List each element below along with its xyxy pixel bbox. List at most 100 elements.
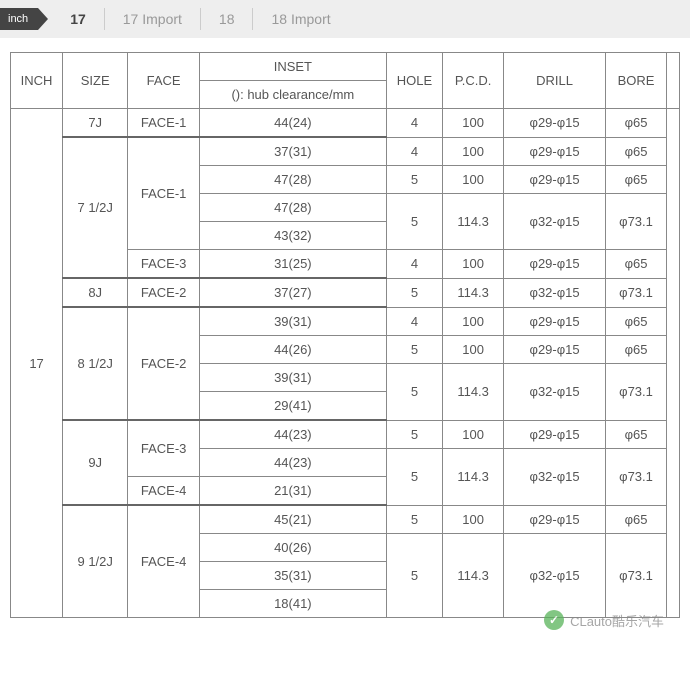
- cell-inset: 37(27): [199, 278, 386, 307]
- cell-hole: 5: [386, 505, 442, 534]
- cell-hole: 5: [386, 336, 442, 364]
- cell-hole: 4: [386, 137, 442, 166]
- cell-size: 9 1/2J: [63, 505, 128, 618]
- cell-bore: φ65: [606, 505, 667, 534]
- cell-bore: φ73.1: [606, 449, 667, 506]
- cell-pcd: 114.3: [443, 278, 504, 307]
- cell-inset: 43(32): [199, 222, 386, 250]
- cell-bore: φ73.1: [606, 194, 667, 250]
- cell-drill: φ32-φ15: [504, 534, 606, 618]
- table-row: 9 1/2J FACE-4 45(21) 5 100 φ29-φ15 φ65: [11, 505, 680, 534]
- cell-pcd: 100: [443, 307, 504, 336]
- cell-size: 9J: [63, 420, 128, 505]
- cell-face: FACE-2: [128, 307, 200, 420]
- cell-hole: 5: [386, 449, 442, 506]
- inch-flag: inch: [0, 8, 38, 30]
- cell-inset: 21(31): [199, 477, 386, 506]
- cell-bore: φ73.1: [606, 534, 667, 618]
- cell-inset: 37(31): [199, 137, 386, 166]
- cell-inset: 39(31): [199, 307, 386, 336]
- cell-hole: 5: [386, 194, 442, 250]
- th-inset-sub: (): hub clearance/mm: [199, 81, 386, 109]
- cell-drill: φ29-φ15: [504, 166, 606, 194]
- cell-hole: 5: [386, 534, 442, 618]
- table-row: 7 1/2J FACE-1 37(31) 4 100 φ29-φ15 φ65: [11, 137, 680, 166]
- cell-pcd: 114.3: [443, 194, 504, 250]
- cell-bore: φ65: [606, 166, 667, 194]
- cell-hole: 5: [386, 420, 442, 449]
- cell-drill: φ32-φ15: [504, 278, 606, 307]
- cell-inset: 44(24): [199, 109, 386, 138]
- cell-inset: 47(28): [199, 194, 386, 222]
- cell-bore: φ65: [606, 250, 667, 279]
- cell-bore: φ65: [606, 420, 667, 449]
- cell-hole: 4: [386, 109, 442, 138]
- cell-face: FACE-1: [128, 137, 200, 250]
- cell-drill: φ29-φ15: [504, 250, 606, 279]
- cell-bore: φ65: [606, 307, 667, 336]
- tab-18-import[interactable]: 18 Import: [253, 8, 348, 30]
- cell-pcd: 114.3: [443, 364, 504, 421]
- cell-drill: φ29-φ15: [504, 137, 606, 166]
- table-row: 8J FACE-2 37(27) 5 114.3 φ32-φ15 φ73.1: [11, 278, 680, 307]
- th-size: SIZE: [63, 53, 128, 109]
- table-row: 17 7J FACE-1 44(24) 4 100 φ29-φ15 φ65: [11, 109, 680, 138]
- cell-inset: 47(28): [199, 166, 386, 194]
- cell-pcd: 114.3: [443, 449, 504, 506]
- cell-inset: 40(26): [199, 534, 386, 562]
- cell-hole: 4: [386, 250, 442, 279]
- cell-drill: φ32-φ15: [504, 449, 606, 506]
- th-drill: DRILL: [504, 53, 606, 109]
- cell-face: FACE-1: [128, 109, 200, 138]
- cell-drill: φ32-φ15: [504, 194, 606, 250]
- cell-drill: φ29-φ15: [504, 307, 606, 336]
- cell-pcd: 100: [443, 336, 504, 364]
- cell-inset: 35(31): [199, 562, 386, 590]
- cell-face: FACE-3: [128, 250, 200, 279]
- cell-pcd: 114.3: [443, 534, 504, 618]
- th-face: FACE: [128, 53, 200, 109]
- cell-face: FACE-4: [128, 477, 200, 506]
- tab-17-import[interactable]: 17 Import: [105, 8, 201, 30]
- cell-size: 8J: [63, 278, 128, 307]
- table-row: 9J FACE-3 44(23) 5 100 φ29-φ15 φ65: [11, 420, 680, 449]
- cell-drill: φ29-φ15: [504, 336, 606, 364]
- th-bore: BORE: [606, 53, 667, 109]
- cell-inset: 18(41): [199, 590, 386, 618]
- cell-drill: φ29-φ15: [504, 505, 606, 534]
- cell-inset: 44(23): [199, 420, 386, 449]
- th-inch: INCH: [11, 53, 63, 109]
- cell-size: 7 1/2J: [63, 137, 128, 278]
- cell-face: FACE-4: [128, 505, 200, 618]
- table-row: 8 1/2J FACE-2 39(31) 4 100 φ29-φ15 φ65: [11, 307, 680, 336]
- cell-hole: 5: [386, 166, 442, 194]
- cell-drill: φ29-φ15: [504, 420, 606, 449]
- cell-bore: φ73.1: [606, 364, 667, 421]
- cell-bore: φ73.1: [606, 278, 667, 307]
- cell-inset: 44(26): [199, 336, 386, 364]
- spec-table: INCH SIZE FACE INSET HOLE P.C.D. DRILL B…: [10, 52, 680, 618]
- cell-face: FACE-2: [128, 278, 200, 307]
- cell-inset: 29(41): [199, 392, 386, 421]
- cell-pcd: 100: [443, 166, 504, 194]
- th-tail: [666, 53, 679, 109]
- cell-bore: φ65: [606, 109, 667, 138]
- th-inset: INSET: [199, 53, 386, 81]
- cell-inch: 17: [11, 109, 63, 618]
- cell-inset: 44(23): [199, 449, 386, 477]
- cell-tail: [666, 109, 679, 618]
- cell-bore: φ65: [606, 336, 667, 364]
- cell-inset: 39(31): [199, 364, 386, 392]
- tab-18[interactable]: 18: [201, 8, 254, 30]
- table-wrap: INCH SIZE FACE INSET HOLE P.C.D. DRILL B…: [0, 38, 690, 638]
- tab-bar: inch 17 17 Import 18 18 Import: [0, 0, 690, 38]
- cell-hole: 5: [386, 278, 442, 307]
- cell-size: 8 1/2J: [63, 307, 128, 420]
- th-hole: HOLE: [386, 53, 442, 109]
- cell-hole: 5: [386, 364, 442, 421]
- cell-pcd: 100: [443, 109, 504, 138]
- cell-drill: φ29-φ15: [504, 109, 606, 138]
- cell-pcd: 100: [443, 250, 504, 279]
- tab-17[interactable]: 17: [52, 8, 105, 30]
- cell-inset: 45(21): [199, 505, 386, 534]
